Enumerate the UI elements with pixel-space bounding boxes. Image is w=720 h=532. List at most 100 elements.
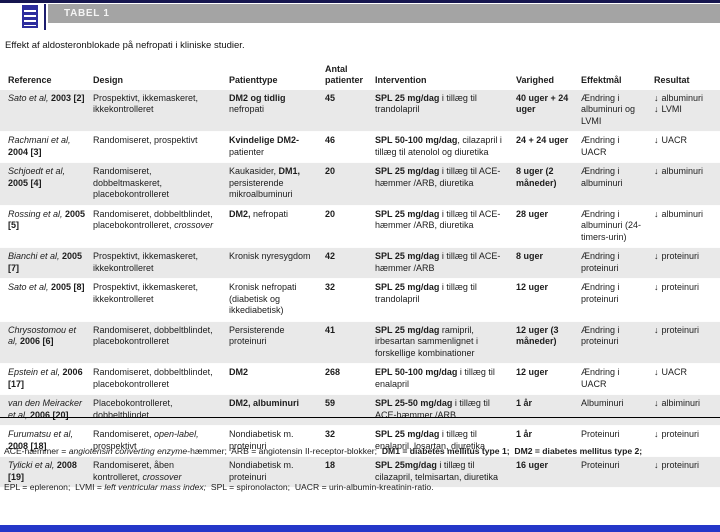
result-line: ↓ proteinuri <box>654 460 705 472</box>
cell-endpoint: Ændring i albuminuri <box>581 166 623 188</box>
table-title: TABEL 1 <box>64 7 110 19</box>
result-line: ↓ proteinuri <box>654 282 705 294</box>
table-row: Bianchi et al, 2005 [7] Prospektivt, ikk… <box>0 248 720 279</box>
down-arrow-icon: ↓ <box>654 92 659 103</box>
cell-intervention: EPL 50-100 mg/dag i tillæg til enalapril <box>375 367 495 389</box>
cell-endpoint: Ændring i albuminuri (24-timers-urin) <box>581 208 642 242</box>
cell-patienttype: Nondiabetisk m. proteinuri <box>229 460 294 482</box>
cell-duration: 12 uger <box>516 282 549 292</box>
cell-duration: 1 år <box>516 398 533 408</box>
cell-reference: Furumatsu et al, 2008 [18] <box>8 429 74 451</box>
col-header-effektmaal: Effektmål <box>581 75 622 85</box>
result-line: ↓ proteinuri <box>654 251 705 263</box>
cell-result: ↓ albuminuri ↓ LVMI <box>654 93 712 128</box>
cell-patients: 32 <box>325 429 336 439</box>
cell-patienttype: Persisterende proteinuri <box>229 324 285 347</box>
cell-result: ↓ UACR <box>654 367 712 390</box>
cell-patienttype: DM2 og tidlig nefropati <box>229 92 286 115</box>
cell-result: ↓ proteinuri <box>654 325 712 360</box>
cell-result: ↓ albuminuri <box>654 166 712 201</box>
table-row: Chrysostomou et al, 2006 [6] Randomisere… <box>0 321 720 364</box>
content-area: Effekt af aldosteronblokade på nefropati… <box>0 30 720 490</box>
table-icon <box>22 5 38 28</box>
footnote-line-2: EPL = eplerenon; LVMI = left ventricular… <box>4 482 434 492</box>
table-caption: Effekt af aldosteronblokade på nefropati… <box>5 40 245 51</box>
result-line: ↓ albuminuri <box>654 166 705 178</box>
result-label: albuminuri <box>661 92 704 103</box>
cell-duration: 40 uger + 24 uger <box>516 92 569 115</box>
cell-duration: 28 uger <box>516 208 549 219</box>
cell-design: Randomiseret, dobbeltmaskeret, placeboko… <box>93 166 170 199</box>
cell-reference: Schjoedt et al, 2005 [4] <box>8 166 66 188</box>
result-label: UACR <box>661 367 688 377</box>
result-label: proteinuri <box>661 460 700 470</box>
cell-endpoint: Proteinuri <box>581 429 620 439</box>
down-arrow-icon: ↓ <box>654 429 659 439</box>
cell-reference: Bianchi et al, 2005 [7] <box>8 251 83 273</box>
cell-endpoint: Ændring i UACR <box>581 367 620 389</box>
down-arrow-icon: ↓ <box>654 460 659 470</box>
cell-patienttype: Kronisk nyresygdom <box>229 251 311 261</box>
down-arrow-icon: ↓ <box>654 251 659 261</box>
col-header-design: Design <box>93 75 124 85</box>
down-arrow-icon: ↓ <box>654 282 659 292</box>
col-header-antal-patienter: Antal patienter <box>325 63 364 86</box>
cell-reference: Sato et al, 2005 [8] <box>8 282 85 292</box>
table-row: Tylicki et al, 2008 [19] Randomiseret, å… <box>0 457 720 488</box>
result-line: ↓ albiminuri <box>654 398 705 410</box>
cell-patients: 59 <box>325 398 336 408</box>
cell-result: ↓ proteinuri <box>654 429 712 452</box>
cell-intervention: SPL 25 mg/dag i tillæg til trandolapril <box>375 282 477 304</box>
down-arrow-icon: ↓ <box>654 104 659 114</box>
cell-result: ↓ UACR <box>654 135 712 158</box>
cell-duration: 12 uger <box>516 367 549 377</box>
cell-intervention: SPL 25 mg/dag ramipril, irbesartan samme… <box>375 324 479 358</box>
cell-duration: 16 uger <box>516 460 549 470</box>
cell-intervention: SPL 25mg/dag i tillæg til cilazapril, te… <box>375 460 499 482</box>
cell-endpoint: Albuminuri <box>581 398 624 408</box>
down-arrow-icon: ↓ <box>654 135 659 145</box>
table-row: Rachmani et al, 2004 [3] Randomiseret, p… <box>0 132 720 163</box>
cell-endpoint: Ændring i proteinuri <box>581 324 620 347</box>
col-header-varighed: Varighed <box>516 75 555 85</box>
cell-intervention: SPL 25-50 mg/dag i tillæg til ACE-hæmmer… <box>375 398 490 420</box>
cell-endpoint: Ændring i UACR <box>581 135 620 157</box>
cell-duration: 8 uger (2 måneder) <box>516 166 557 188</box>
table-header-strip: TABEL 1 <box>0 3 720 30</box>
cell-duration: 24 + 24 uger <box>516 135 569 145</box>
table-body: Sato et al, 2003 [2] Prospektivt, ikkema… <box>0 89 720 488</box>
cell-patienttype: DM2 <box>229 367 249 377</box>
cell-patienttype: Kronisk nefropati (diabetisk og ikkediab… <box>229 282 297 315</box>
cell-patients: 45 <box>325 92 336 103</box>
top-border <box>0 0 720 3</box>
cell-duration: 8 uger <box>516 251 544 261</box>
cell-result: ↓ proteinuri <box>654 282 712 317</box>
result-line: ↓ UACR <box>654 135 705 147</box>
down-arrow-icon: ↓ <box>654 398 659 408</box>
table-row: Sato et al, 2005 [8] Prospektivt, ikkema… <box>0 279 720 322</box>
cell-reference: van den Meiracker et al, 2006 [20] <box>8 398 83 420</box>
cell-patienttype: DM2, nefropati <box>229 208 289 219</box>
table-row: Sato et al, 2003 [2] Prospektivt, ikkema… <box>0 89 720 132</box>
result-label: proteinuri <box>661 429 700 439</box>
cell-patienttype: DM2, albuminuri <box>229 398 300 408</box>
result-label: proteinuri <box>661 324 700 335</box>
down-arrow-icon: ↓ <box>654 166 659 176</box>
cell-patients: 32 <box>325 282 336 292</box>
cell-patienttype: Kaukasider, DM1, persisterende mikroalbu… <box>229 166 301 199</box>
cell-design: Placebokontrolleret, dobbeltblindet <box>93 398 173 420</box>
bottom-bar <box>0 525 720 532</box>
cell-reference: Rachmani et al, 2004 [3] <box>8 135 71 157</box>
cell-design: Prospektivt, ikkemaskeret, ikkekontrolle… <box>93 282 199 304</box>
cell-design: Randomiseret, dobbeltblindet, placebokon… <box>93 324 213 347</box>
table-row: van den Meiracker et al, 2006 [20] Place… <box>0 395 720 426</box>
footnote-block: ACE-hæmmer = angiotensin converting enzy… <box>0 417 720 519</box>
cell-design: Prospektivt, ikkemaskeret, ikkekontrolle… <box>93 92 199 115</box>
cell-patients: 42 <box>325 251 336 261</box>
cell-endpoint: Ændring i proteinuri <box>581 251 620 273</box>
cell-reference: Rossing et al, 2005 [5] <box>8 208 86 231</box>
cell-design: Randomiseret, dobbeltblindet, placebokon… <box>93 367 213 389</box>
result-line: ↓ albuminuri <box>654 209 705 221</box>
col-header-intervention: Intervention <box>375 75 427 85</box>
cell-patienttype: Nondiabetisk m. proteinuri <box>229 429 294 451</box>
